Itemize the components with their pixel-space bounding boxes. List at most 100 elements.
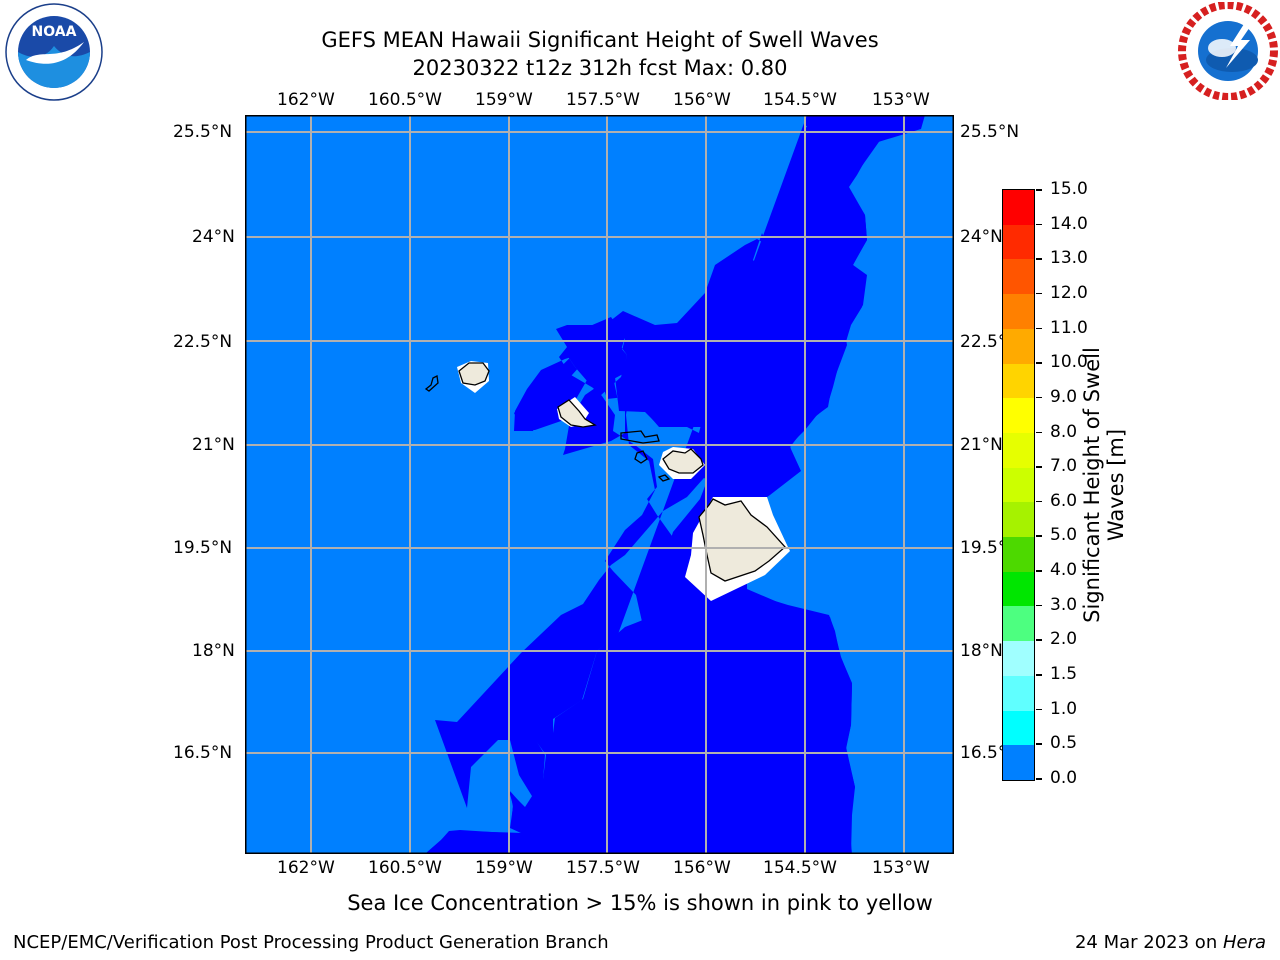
colorbar-segment	[1003, 467, 1034, 503]
colorbar-segment	[1003, 328, 1034, 364]
colorbar-tick-label: 0.0	[1050, 768, 1078, 788]
colorbar-segment	[1003, 294, 1034, 329]
sea-ice-note: Sea Ice Concentration > 15% is shown in …	[0, 891, 1280, 915]
lon-label-bottom: 157.5°W	[566, 858, 640, 878]
ocean-band-0.0-0.5-core	[425, 115, 921, 854]
colorbar-label-line2: Waves [m]	[1104, 428, 1128, 542]
lon-label-top: 157.5°W	[566, 90, 640, 110]
sea-ice-note-text: Sea Ice Concentration > 15% is shown in …	[347, 891, 933, 915]
swell-height-map	[245, 115, 954, 854]
footer-date-text: 24 Mar 2023 on	[1074, 932, 1223, 953]
colorbar-tick-mark	[1036, 327, 1042, 330]
colorbar-ticks: 15.0 14.0 13.0 12.0 11.0 10.0 9.0 8.0 7.0 6.0 5.0 4…	[1036, 179, 1096, 790]
colorbar-label-line1: Significant Height of Swell	[1080, 347, 1104, 623]
lat-label-right: 21°N	[960, 435, 1003, 455]
colorbar-segment	[1003, 675, 1034, 711]
colorbar-segment	[1003, 502, 1034, 538]
colorbar-tick-label: 13.0	[1050, 248, 1088, 269]
land-oahu	[557, 399, 597, 428]
lon-label-top: 156°W	[673, 90, 731, 110]
colorbar-tick-mark	[1036, 604, 1042, 607]
colorbar-tick-label: 11.0	[1050, 317, 1088, 338]
colorbar-tick-mark	[1036, 743, 1042, 745]
colorbar-tick-label: 5.0	[1050, 525, 1078, 546]
noaa-text: NOAA	[32, 24, 77, 40]
colorbar-tick-label: 1.5	[1050, 664, 1078, 685]
colorbar-segment	[1003, 537, 1034, 572]
lon-label-bottom: 159°W	[475, 858, 533, 878]
land-niihau	[424, 375, 439, 392]
lat-label-left: 24°N	[192, 227, 235, 247]
colorbar-tick-mark	[1036, 778, 1042, 780]
colorbar-tick-mark	[1036, 500, 1042, 503]
lon-label-bottom: 154.5°W	[763, 858, 837, 878]
colorbar-tick-label: 6.0	[1050, 490, 1078, 511]
lat-label-left: 19.5°N	[173, 538, 233, 558]
colorbar-tick-label: 9.0	[1050, 386, 1078, 407]
lon-label-top: 159°W	[475, 90, 533, 110]
colorbar-segment	[1003, 363, 1034, 399]
colorbar-tick-label: 3.0	[1050, 594, 1078, 615]
colorbar-tick-label: 1.0	[1050, 698, 1078, 719]
colorbar-tick-label: 7.0	[1050, 456, 1078, 477]
colorbar	[1002, 189, 1035, 781]
colorbar-segment	[1003, 398, 1034, 433]
colorbar-tick-mark	[1036, 258, 1042, 260]
colorbar-tick-label: 4.0	[1050, 560, 1078, 581]
colorbar-tick-label: 8.0	[1050, 421, 1078, 442]
colorbar-tick-mark	[1036, 535, 1042, 537]
footer-host: Hera	[1222, 932, 1266, 953]
colorbar-segment	[1003, 745, 1034, 780]
colorbar-segment	[1003, 432, 1034, 468]
colorbar-tick-mark	[1036, 223, 1042, 226]
map-frame	[245, 115, 954, 854]
graticule	[245, 115, 954, 854]
nws-logo	[1178, 1, 1278, 101]
colorbar-segment	[1003, 224, 1034, 260]
lat-label-left: 21°N	[192, 435, 235, 455]
lat-label-left: 16.5°N	[173, 743, 233, 763]
colorbar-tick-label: 10.0	[1050, 352, 1088, 373]
colorbar-tick-mark	[1036, 292, 1042, 295]
colorbar-tick-mark	[1036, 189, 1042, 191]
colorbar-tick-mark	[1036, 466, 1042, 468]
lat-label-right: 25.5°N	[960, 122, 1020, 142]
colorbar-tick-label: 12.0	[1050, 282, 1088, 303]
colorbar-segment	[1003, 710, 1034, 746]
land-maui	[662, 448, 704, 474]
lat-label-left: 25.5°N	[173, 122, 233, 142]
lat-label-left: 22.5°N	[173, 332, 233, 352]
lon-label-top: 154.5°W	[763, 90, 837, 110]
lon-label-bottom: 162°W	[277, 858, 335, 878]
land-kahoolawe	[657, 474, 671, 482]
lat-label-right: 18°N	[960, 641, 1003, 661]
colorbar-tick-label: 14.0	[1050, 213, 1088, 234]
lat-label-left: 18°N	[192, 641, 235, 661]
colorbar-tick-mark	[1036, 570, 1042, 572]
noaa-logo: NOAA	[4, 2, 104, 102]
footer-credit: NCEP/EMC/Verification Post Processing Pr…	[13, 932, 609, 953]
colorbar-tick-mark	[1036, 708, 1042, 711]
lon-label-top: 160.5°W	[368, 90, 442, 110]
land-kauai	[458, 362, 490, 386]
colorbar-tick-mark	[1036, 639, 1042, 641]
colorbar-tick-mark	[1036, 674, 1042, 676]
lon-label-bottom: 153°W	[872, 858, 930, 878]
map-panel[interactable]	[245, 115, 954, 854]
lat-label-right: 24°N	[960, 227, 1003, 247]
lon-label-bottom: 160.5°W	[368, 858, 442, 878]
colorbar-segment	[1003, 190, 1034, 225]
colorbar-tick-label: 15.0	[1050, 179, 1088, 199]
land-molokai	[620, 430, 660, 444]
colorbar-tick-mark	[1036, 362, 1042, 364]
colorbar-tick-mark	[1036, 431, 1042, 434]
colorbar-tick-label: 2.0	[1050, 629, 1078, 650]
colorbar-tick-label: 0.5	[1050, 733, 1078, 754]
colorbar-segment	[1003, 606, 1034, 642]
colorbar-segment	[1003, 259, 1034, 295]
lon-label-top: 162°W	[277, 90, 335, 110]
colorbar-segment	[1003, 641, 1034, 676]
plot-subtitle: 20230322 t12z 312h fcst Max: 0.80	[412, 56, 788, 80]
land-big-island	[698, 498, 786, 582]
land-lanai	[634, 450, 648, 464]
